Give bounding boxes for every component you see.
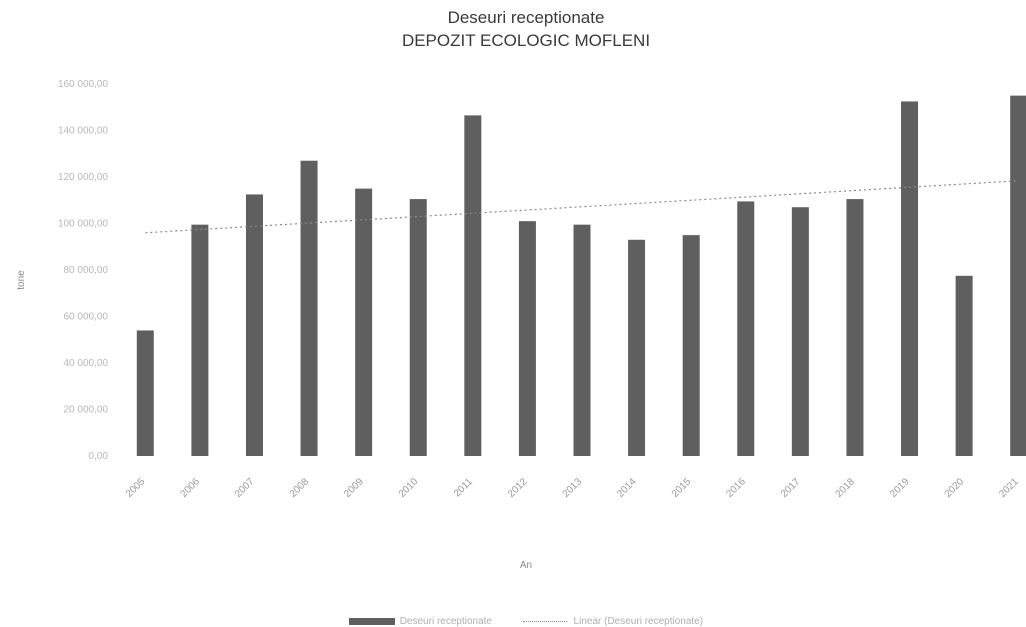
bar-chart: 0,00 20 000,00 40 000,00 60 000,00 80 000,00… (16, 79, 1026, 571)
x-tick-label: 2015 (670, 476, 694, 500)
y-tick-label: 0,00 (89, 451, 109, 462)
y-tick-label: 60 000,00 (64, 312, 109, 323)
bar (409, 199, 427, 456)
bar (1010, 95, 1026, 456)
chart-legend: Deseuri receptionate Linear (Deseuri rec… (0, 616, 1026, 627)
bar (191, 224, 209, 456)
y-tick-label: 140 000,00 (58, 126, 108, 137)
x-tick-label: 2009 (342, 476, 366, 500)
x-tick-label: 2007 (233, 476, 257, 500)
bar (355, 188, 373, 456)
bar (136, 330, 154, 456)
x-tick-label: 2020 (943, 476, 967, 500)
y-tick-label: 20 000,00 (64, 405, 109, 416)
x-tick-label: 2017 (779, 476, 803, 500)
bar (573, 224, 591, 456)
x-tick-label: 2014 (615, 476, 639, 500)
bar (245, 194, 263, 456)
x-tick-label: 2011 (452, 476, 475, 499)
y-axis-label: tone (16, 270, 27, 290)
bar (901, 101, 919, 456)
x-tick-label: 2016 (724, 476, 748, 500)
x-tick-label: 2006 (178, 476, 202, 500)
trendline (145, 180, 1019, 234)
bar (518, 221, 536, 456)
y-tick-label: 120 000,00 (58, 172, 108, 183)
x-axis-label: An (520, 560, 532, 571)
x-tick-label: 2005 (124, 476, 148, 500)
x-tick-label: 2012 (506, 476, 530, 500)
legend-trendline-label: Linear (Deseuri receptionate) (573, 616, 704, 627)
chart-subtitle: DEPOZIT ECOLOGIC MOFLENI (401, 31, 651, 50)
bar (846, 199, 864, 456)
x-tick-label: 2013 (561, 476, 585, 500)
x-tick-label: 2010 (397, 476, 421, 500)
bar (464, 115, 482, 456)
bar (300, 160, 318, 456)
legend-bar-label: Deseuri receptionate (399, 616, 492, 627)
bar (737, 201, 755, 456)
y-tick-label: 160 000,00 (58, 79, 108, 90)
x-tick-label: 2018 (834, 476, 858, 500)
bar (682, 235, 700, 456)
chart-title: Deseuri receptionate (447, 8, 605, 27)
x-tick-label: 2019 (888, 476, 912, 500)
legend-trendline-swatch (522, 620, 567, 622)
x-tick-label: 2021 (997, 476, 1021, 500)
y-tick-label: 40 000,00 (64, 358, 109, 369)
legend-bar-swatch (348, 617, 395, 625)
x-tick-label: 2008 (288, 476, 312, 500)
bar (955, 275, 973, 456)
y-tick-label: 100 000,00 (58, 219, 108, 230)
bar (628, 239, 646, 456)
bar (791, 207, 809, 456)
y-tick-label: 80 000,00 (64, 265, 109, 276)
